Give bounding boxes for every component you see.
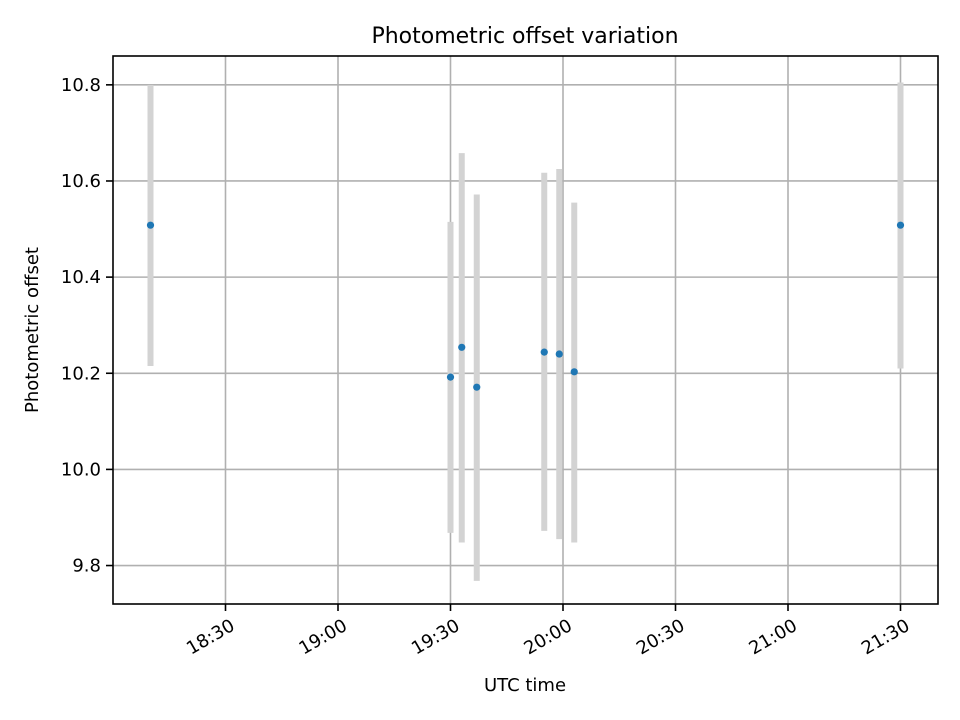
axis-ticks: 18:30 19:00 19:30 20:00 20:30 21:00 21:30 9.8 10… <box>61 75 913 660</box>
x-tick-label: 21:30 <box>858 615 913 659</box>
data-point <box>458 343 466 351</box>
data-point <box>896 221 905 229</box>
y-tick-label: 10.4 <box>61 267 101 288</box>
x-tick-label: 18:30 <box>183 615 238 659</box>
x-tick-label: 20:00 <box>520 615 575 659</box>
y-tick-label: 10.8 <box>61 75 101 96</box>
data-point <box>146 221 155 229</box>
plot-frame <box>112 55 939 605</box>
data-point <box>473 383 481 391</box>
x-tick-label: 19:00 <box>295 615 350 659</box>
x-axis-label: UTC time <box>484 675 566 696</box>
grid <box>113 56 938 604</box>
x-tick-label: 19:30 <box>408 615 463 659</box>
y-tick-label: 10.2 <box>61 363 101 384</box>
x-tick-label: 20:30 <box>633 615 688 659</box>
y-tick-label: 9.8 <box>72 556 101 577</box>
data-point <box>555 350 563 358</box>
y-tick-label: 10.0 <box>61 459 101 480</box>
x-tick-label: 21:00 <box>745 615 800 659</box>
data-point <box>540 348 548 356</box>
y-axis-label: Photometric offset <box>22 247 43 413</box>
data-points <box>146 221 905 391</box>
data-point <box>570 368 578 376</box>
y-tick-label: 10.6 <box>61 171 101 192</box>
data-point <box>446 373 455 381</box>
chart-title: Photometric offset variation <box>371 24 678 49</box>
